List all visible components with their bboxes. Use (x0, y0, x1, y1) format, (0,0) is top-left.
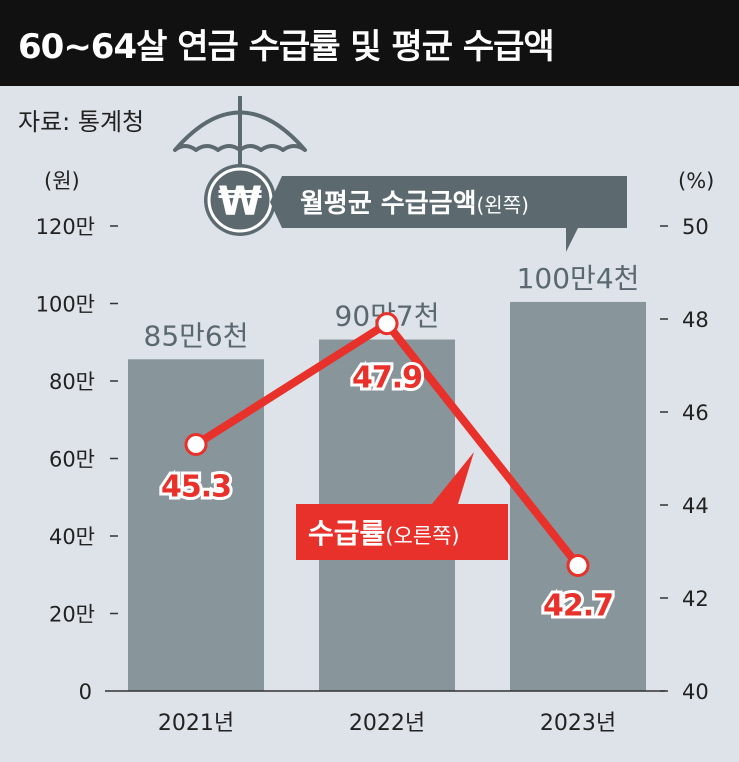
x-axis-labels: 2021년 2022년 2023년 (158, 711, 616, 736)
source-note: 자료: 통계청 (18, 108, 145, 136)
left-tick-label: 60만 (49, 448, 95, 472)
right-tick-label: 44 (682, 494, 709, 518)
right-axis-unit: (%) (678, 169, 714, 193)
line-value-label: 45.3 (161, 470, 231, 505)
bar-value-label: 85만6천 (144, 319, 249, 352)
bar (510, 301, 646, 691)
x-category-label: 2022년 (349, 711, 425, 736)
line-legend-label: 수급률(오른쪽) (308, 517, 460, 550)
right-tick-label: 42 (682, 587, 709, 611)
bar-legend-callout: 월평균 수급금액(왼쪽) (270, 176, 627, 252)
line-point (566, 553, 590, 577)
left-axis: 0 20만 40만 60만 80만 100만 120만 (36, 215, 118, 704)
line-value-label: 47.9 (352, 361, 422, 396)
right-tick-label: 46 (682, 401, 709, 425)
right-tick-label: 48 (682, 308, 709, 332)
umbrella-icon (173, 96, 307, 172)
right-tick-label: 40 (682, 680, 709, 704)
left-tick-label: 100만 (36, 293, 95, 317)
line-legend-name: 수급률 (308, 517, 385, 550)
left-axis-unit: (원) (44, 169, 80, 193)
line-point (375, 312, 399, 336)
bar-legend-label: 월평균 수급금액(왼쪽) (300, 189, 529, 219)
bar-legend-note: (왼쪽) (477, 193, 529, 217)
left-tick-label: 40만 (49, 525, 95, 549)
line-value-labels: 45.3 47.9 42.7 (158, 358, 617, 627)
line-value-label: 42.7 (543, 588, 613, 623)
line-legend-callout: 수급률(오른쪽) (296, 452, 508, 560)
x-category-label: 2023년 (540, 711, 616, 736)
left-tick-label: 80만 (49, 370, 95, 394)
left-tick-label: 120만 (36, 215, 95, 239)
bar-value-label: 100만4천 (517, 262, 640, 295)
bar-legend-name: 월평균 수급금액 (300, 189, 477, 219)
right-axis: 40 42 44 46 48 50 (660, 215, 709, 704)
won-symbol: ₩ (218, 179, 262, 225)
bar (128, 359, 264, 691)
x-category-label: 2021년 (158, 711, 234, 736)
line-point (184, 433, 208, 457)
right-tick-label: 50 (682, 215, 709, 239)
chart-title: 60~64살 연금 수급률 및 평균 수급액 (0, 0, 739, 86)
line-series (184, 312, 590, 577)
won-coin-icon: ₩ (204, 164, 276, 236)
left-tick-label: 20만 (49, 603, 95, 627)
line-legend-note: (오른쪽) (385, 524, 459, 548)
left-tick-label: 0 (79, 680, 92, 704)
